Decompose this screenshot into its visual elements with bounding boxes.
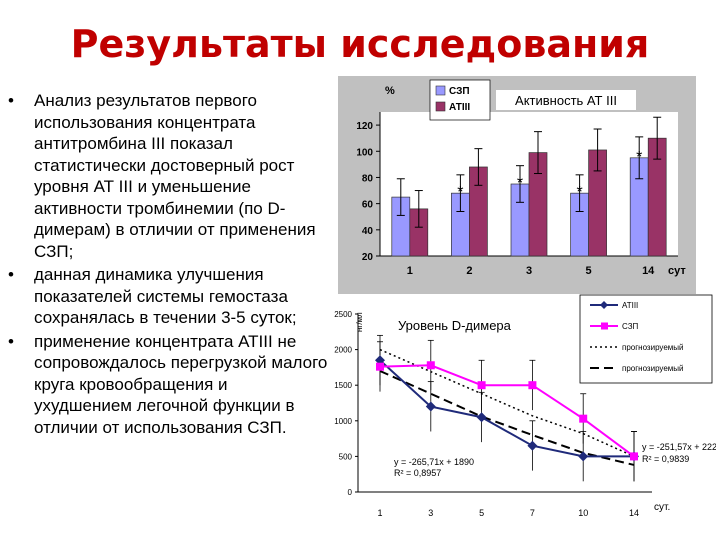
y-tick-label: 500 — [339, 452, 353, 461]
significance-marker: * — [517, 175, 523, 192]
x-tick-label: 3 — [428, 508, 433, 518]
y-axis-label: % — [385, 85, 395, 97]
bullet-list: • Анализ результатов первого использовани… — [8, 90, 328, 440]
data-point — [528, 381, 537, 390]
legend-label: СЗП — [449, 86, 470, 97]
legend-swatch — [435, 101, 446, 112]
chart-title: Активность АТ III — [515, 93, 617, 108]
y-tick-label: 20 — [362, 252, 374, 263]
bullet-item: • данная динамика улучшения показателей с… — [8, 264, 328, 329]
legend: АТIII СЗП прогнозируемый прогнозируемый — [579, 294, 713, 384]
x-axis-label: сут. — [654, 502, 670, 513]
legend-marker — [600, 301, 608, 309]
data-point — [527, 440, 538, 451]
bullet-item: • Анализ результатов первого использовани… — [8, 90, 328, 262]
x-tick-label: 1 — [377, 508, 382, 518]
data-point — [579, 414, 588, 423]
y-tick-label: 60 — [362, 200, 374, 211]
bullet-dot: • — [8, 91, 14, 110]
at3-activity-bar-chart: 20 40 60 80 100 120% 1 2 * 3 * 5 * 14 * сут СЗП АТIII Акти… — [338, 76, 696, 294]
x-tick-label: 1 — [407, 265, 413, 277]
y-tick-label: 1500 — [334, 381, 352, 390]
bullet-dot: • — [8, 265, 14, 284]
x-tick-label: 10 — [578, 508, 588, 518]
y-tick-label: 2500 — [334, 310, 352, 319]
legend-box — [579, 294, 713, 384]
x-tick-label: 5 — [586, 265, 592, 277]
x-tick-label: 14 — [629, 508, 639, 518]
y-tick-label: 120 — [356, 121, 373, 132]
trend-line — [379, 370, 635, 466]
data-point — [477, 381, 486, 390]
title-background — [496, 90, 636, 110]
significance-marker: * — [636, 149, 642, 166]
trend-r2: R² = 0,8957 — [394, 468, 441, 478]
data-point — [476, 412, 487, 423]
legend-label: СЗП — [622, 322, 639, 331]
equation-background — [640, 432, 716, 468]
trend-equation: y = -265,71x + 1890 — [394, 457, 474, 467]
x-tick-label: 5 — [479, 508, 484, 518]
legend-label: АТIII — [449, 102, 470, 113]
chart-title: Уровень D-димера — [398, 318, 512, 333]
legend-swatch — [435, 85, 446, 96]
bullet-item: • применение концентрата АТIII не сопрово… — [8, 331, 328, 439]
trend-equation: y = -251,57x + 2222 — [642, 442, 716, 452]
d-dimer-line-chart: 0 500 1000 1500 2000 2500 нг/мл 1 3 5 7 10 14 сут. y =… — [334, 294, 716, 518]
y-tick-label: 80 — [362, 173, 374, 184]
legend: СЗП АТIII — [429, 79, 491, 121]
x-axis-label: сут — [668, 265, 686, 277]
y-tick-label: 0 — [348, 488, 353, 497]
trend-line — [379, 348, 635, 458]
y-tick-label: 40 — [362, 226, 374, 237]
x-tick-label: 3 — [526, 265, 532, 277]
significance-marker: * — [457, 184, 463, 201]
x-tick-label: 14 — [642, 265, 655, 277]
bullet-text: данная динамика улучшения показателей си… — [34, 265, 297, 327]
data-point — [578, 451, 589, 462]
significance-marker: * — [576, 184, 582, 201]
series-line — [379, 359, 634, 458]
legend-label: АТIII — [622, 301, 638, 310]
y-tick-label: 1000 — [334, 417, 352, 426]
data-point — [426, 361, 435, 370]
series-line — [379, 364, 635, 458]
x-tick-label: 7 — [530, 508, 535, 518]
y-axis-label: нг/мл — [355, 312, 364, 332]
bullet-text: Анализ результатов первого использования… — [34, 91, 316, 261]
y-tick-label: 100 — [356, 147, 373, 158]
x-tick-label: 2 — [466, 265, 472, 277]
bullet-dot: • — [8, 331, 14, 351]
data-point — [376, 362, 384, 371]
y-tick-label: 2000 — [334, 346, 352, 355]
slide-title: Результаты исследования — [70, 22, 650, 66]
legend-marker — [601, 322, 608, 330]
bullet-text: применение концентрата АТIII не сопровож… — [34, 331, 328, 437]
data-point — [630, 452, 638, 461]
legend-label: прогнозируемый — [622, 364, 684, 373]
legend-label: прогнозируемый — [622, 343, 684, 352]
trend-r2: R² = 0,9839 — [642, 454, 689, 464]
data-point — [425, 401, 436, 412]
